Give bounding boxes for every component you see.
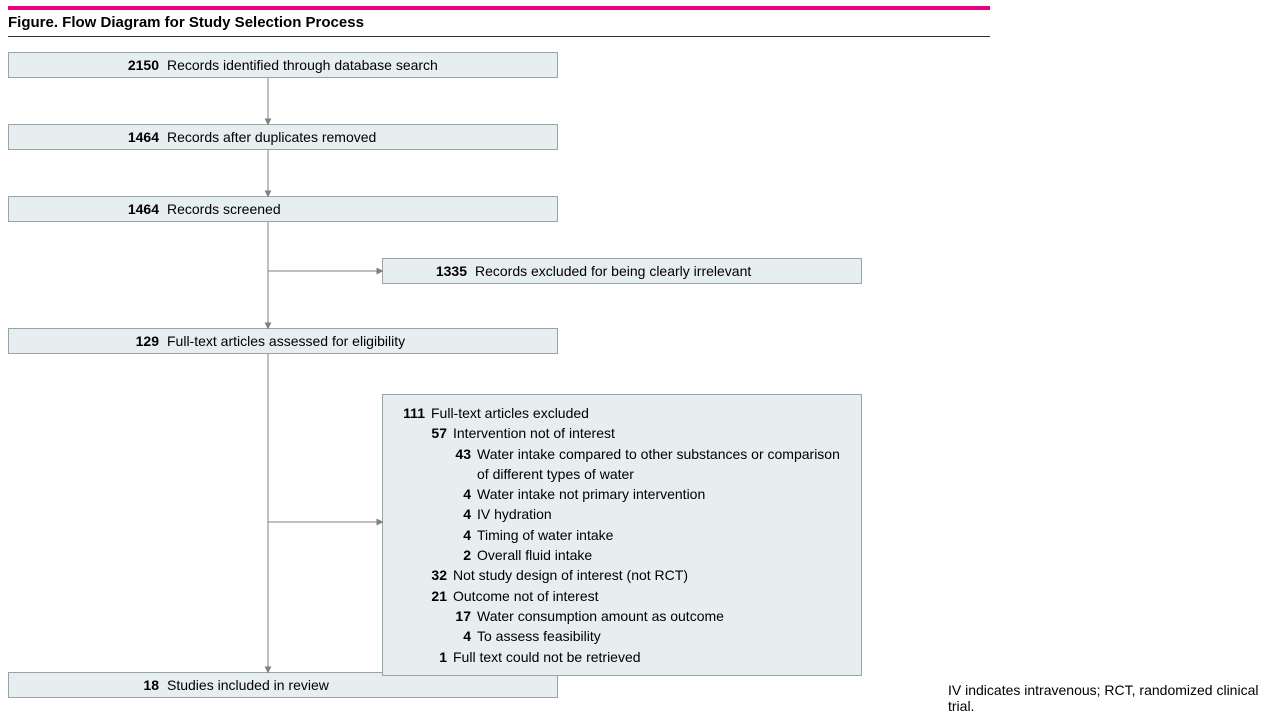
- exclusion-label: IV hydration: [477, 504, 552, 524]
- exclusion-row: 43Water intake compared to other substan…: [383, 444, 849, 485]
- exclusion-label: Full-text articles excluded: [431, 403, 589, 423]
- exclusion-label: Not study design of interest (not RCT): [453, 565, 688, 585]
- node-label: Records after duplicates removed: [167, 129, 376, 145]
- exclusion-count: 4: [383, 525, 477, 545]
- exclusion-count: 1: [383, 647, 453, 667]
- title-underline: [8, 36, 990, 37]
- exclusion-count: 57: [383, 423, 453, 443]
- node-after-duplicates: 1464 Records after duplicates removed: [8, 124, 558, 150]
- exclusion-row: 111Full-text articles excluded: [383, 403, 849, 423]
- exclusion-row: 21Outcome not of interest: [383, 586, 849, 606]
- exclusion-row: 4IV hydration: [383, 504, 849, 524]
- exclusion-label: Timing of water intake: [477, 525, 613, 545]
- exclusion-label: Outcome not of interest: [453, 586, 599, 606]
- exclusion-row: 2Overall fluid intake: [383, 545, 849, 565]
- node-label: Full-text articles assessed for eligibil…: [167, 333, 405, 349]
- node-records-excluded: 1335 Records excluded for being clearly …: [382, 258, 862, 284]
- exclusion-row: 1Full text could not be retrieved: [383, 647, 849, 667]
- exclusion-label: Water consumption amount as outcome: [477, 606, 724, 626]
- flow-diagram-container: Figure. Flow Diagram for Study Selection…: [0, 0, 1280, 721]
- node-fulltext-assessed: 129 Full-text articles assessed for elig…: [8, 328, 558, 354]
- exclusion-count: 4: [383, 484, 477, 504]
- node-studies-included: 18 Studies included in review: [8, 672, 558, 698]
- footnote: IV indicates intravenous; RCT, randomize…: [948, 682, 1280, 714]
- node-label: Studies included in review: [167, 677, 329, 693]
- exclusion-count: 21: [383, 586, 453, 606]
- exclusion-label: Water intake not primary intervention: [477, 484, 705, 504]
- exclusion-label: Full text could not be retrieved: [453, 647, 641, 667]
- exclusion-row: 4Timing of water intake: [383, 525, 849, 545]
- node-count: 2150: [9, 57, 167, 73]
- node-count: 18: [9, 677, 167, 693]
- exclusion-label: To assess feasibility: [477, 626, 601, 646]
- exclusion-count: 17: [383, 606, 477, 626]
- exclusion-label: Intervention not of interest: [453, 423, 615, 443]
- node-count: 1464: [9, 201, 167, 217]
- node-count: 1335: [383, 263, 475, 279]
- node-records-identified: 2150 Records identified through database…: [8, 52, 558, 78]
- node-label: Records screened: [167, 201, 281, 217]
- exclusion-row: 17Water consumption amount as outcome: [383, 606, 849, 626]
- node-count: 129: [9, 333, 167, 349]
- exclusion-count: 32: [383, 565, 453, 585]
- node-records-screened: 1464 Records screened: [8, 196, 558, 222]
- exclusion-count: 111: [383, 403, 431, 423]
- exclusion-row: 57Intervention not of interest: [383, 423, 849, 443]
- node-label: Records identified through database sear…: [167, 57, 438, 73]
- exclusion-label: Water intake compared to other substance…: [477, 444, 849, 485]
- exclusion-count: 43: [383, 444, 477, 485]
- exclusion-count: 2: [383, 545, 477, 565]
- exclusion-row: 32Not study design of interest (not RCT): [383, 565, 849, 585]
- node-count: 1464: [9, 129, 167, 145]
- exclusion-count: 4: [383, 626, 477, 646]
- accent-rule: [8, 6, 990, 10]
- exclusion-label: Overall fluid intake: [477, 545, 592, 565]
- figure-title: Figure. Flow Diagram for Study Selection…: [8, 14, 364, 31]
- exclusion-row: 4To assess feasibility: [383, 626, 849, 646]
- node-label: Records excluded for being clearly irrel…: [475, 263, 751, 279]
- exclusion-row: 4Water intake not primary intervention: [383, 484, 849, 504]
- exclusion-count: 4: [383, 504, 477, 524]
- node-fulltext-excluded: 111Full-text articles excluded57Interven…: [382, 394, 862, 676]
